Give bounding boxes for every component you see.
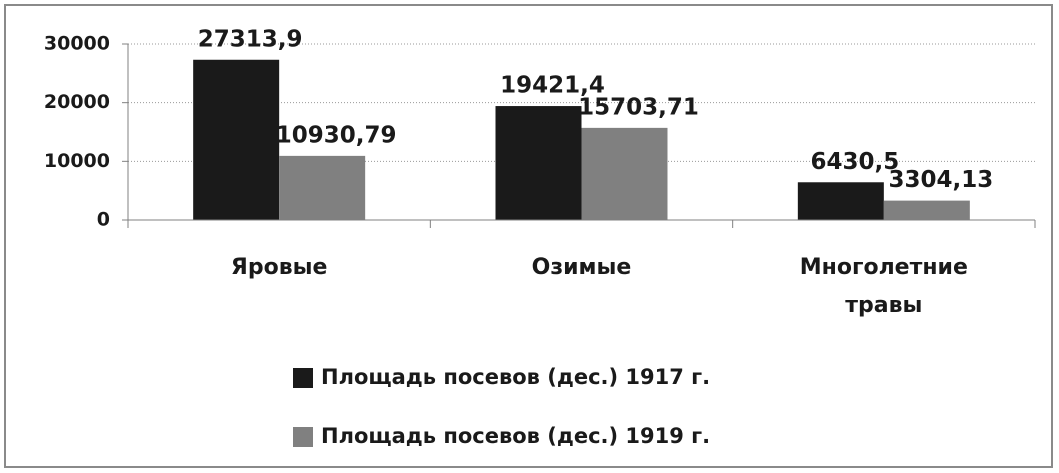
y-tick-label: 0 — [97, 209, 110, 231]
x-tick-label: Озимые — [532, 255, 632, 280]
y-tick-label: 30000 — [44, 33, 110, 55]
bar — [883, 200, 970, 220]
y-tick-label: 10000 — [44, 150, 110, 172]
value-label: 15703,71 — [578, 94, 699, 120]
value-label: 27313,9 — [198, 26, 303, 52]
legend-swatch — [293, 427, 313, 447]
bar — [581, 127, 668, 220]
x-tick-label: Яровые — [231, 255, 328, 280]
legend-swatch — [293, 368, 313, 388]
bar — [193, 59, 280, 220]
value-label: 19421,4 — [500, 73, 605, 99]
value-label: 10930,79 — [276, 122, 397, 148]
value-label: 6430,5 — [810, 149, 899, 175]
value-label: 3304,13 — [888, 167, 993, 193]
legend-label: Площадь посевов (дес.) 1919 г. — [321, 424, 710, 448]
y-tick-label: 20000 — [44, 91, 110, 113]
x-tick-label: Многолетние травы — [800, 255, 968, 318]
chart-frame — [4, 4, 1053, 468]
bar — [797, 182, 884, 220]
bar — [279, 155, 366, 220]
bar — [495, 106, 582, 220]
legend-label: Площадь посевов (дес.) 1917 г. — [321, 365, 710, 389]
